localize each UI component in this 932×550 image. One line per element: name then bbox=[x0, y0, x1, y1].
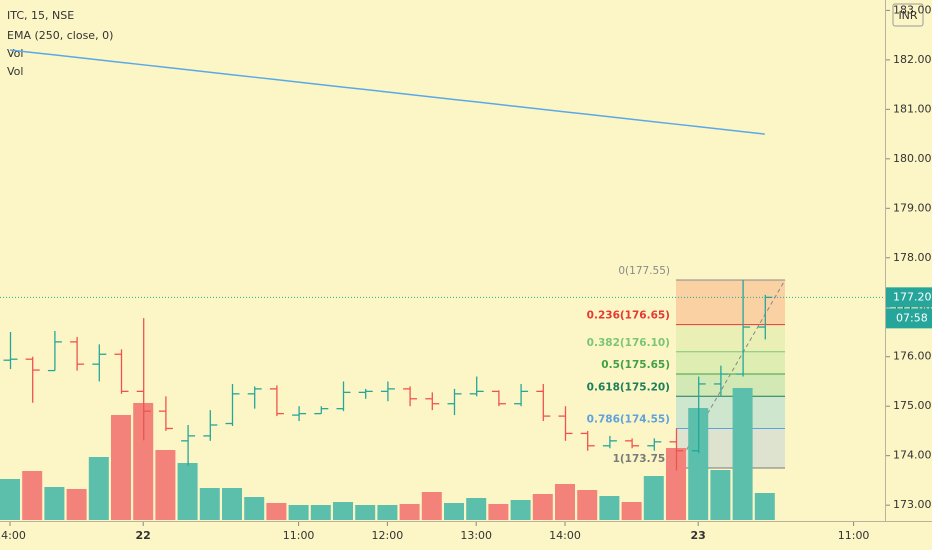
volume-bar bbox=[111, 415, 131, 520]
countdown-box bbox=[886, 308, 932, 329]
currency-box[interactable] bbox=[892, 3, 924, 27]
y-tick-label: 180.00 bbox=[893, 152, 932, 165]
volume-bar bbox=[88, 457, 109, 520]
fib-label: 0.5(175.65) bbox=[601, 359, 670, 371]
x-tick-label: 13:00 bbox=[460, 529, 492, 542]
volume-bar bbox=[732, 388, 753, 520]
ema-line bbox=[9, 49, 765, 135]
volume-bar bbox=[155, 450, 176, 520]
legend-entry: Vol bbox=[7, 65, 23, 78]
y-tick-label: 183.00 bbox=[893, 3, 932, 16]
volume-bar bbox=[710, 470, 731, 520]
fib-label: 0.786(174.55) bbox=[587, 413, 670, 425]
x-tick-label: 11:00 bbox=[838, 529, 870, 542]
volume-bar bbox=[555, 484, 575, 520]
volume-bar bbox=[621, 502, 642, 520]
y-tick-label: 174.00 bbox=[893, 449, 932, 462]
fib-label: 0.382(176.10) bbox=[587, 337, 670, 349]
volume-bar bbox=[355, 505, 376, 520]
x-tick-label: 23 bbox=[691, 529, 706, 542]
fib-label: 0.236(176.65) bbox=[587, 310, 670, 322]
volume-bar bbox=[666, 448, 686, 520]
volume-bar bbox=[577, 490, 598, 520]
y-tick-label: 179.00 bbox=[893, 201, 932, 214]
volume-bar bbox=[377, 505, 398, 520]
last-price-label: 177.20 bbox=[893, 290, 932, 303]
legend-entry: Vol bbox=[7, 47, 23, 60]
volume-bar bbox=[421, 492, 442, 520]
y-tick-label: 178.00 bbox=[893, 251, 932, 264]
fib-zone bbox=[676, 374, 785, 397]
fib-label: 1(173.75) bbox=[613, 453, 670, 465]
fib-zone bbox=[676, 324, 785, 352]
volume-bar bbox=[244, 497, 265, 520]
volume-bar bbox=[0, 479, 20, 520]
volume-bar bbox=[66, 489, 87, 520]
symbol-title: ITC, 15, NSE bbox=[7, 9, 74, 22]
volume-bar bbox=[288, 505, 309, 520]
volume-bar bbox=[754, 493, 775, 520]
volume-bar bbox=[488, 504, 509, 520]
volume-bar bbox=[532, 494, 553, 520]
volume-bar bbox=[466, 498, 487, 520]
volume-bar bbox=[599, 496, 620, 520]
x-tick-label: 22 bbox=[136, 529, 151, 542]
fib-zone bbox=[676, 351, 785, 375]
volume-bar bbox=[510, 500, 531, 520]
volume-bar bbox=[199, 488, 220, 520]
legend-entry: EMA (250, close, 0) bbox=[7, 29, 113, 42]
volume-bar bbox=[133, 403, 154, 520]
volume-bar bbox=[643, 476, 664, 520]
y-tick-label: 173.00 bbox=[893, 498, 932, 511]
fib-zone bbox=[676, 280, 785, 325]
volume-bar bbox=[444, 503, 464, 520]
price-bars bbox=[3, 280, 773, 471]
x-tick-label: 14:00 bbox=[549, 529, 581, 542]
y-tick-label: 176.00 bbox=[893, 350, 932, 363]
y-tick-label: 182.00 bbox=[893, 53, 932, 66]
fib-label: 0(177.55) bbox=[618, 265, 670, 277]
volume-bar bbox=[177, 463, 198, 520]
y-tick-label: 181.00 bbox=[893, 102, 932, 115]
volume-bar bbox=[222, 488, 242, 520]
volume-bar bbox=[310, 505, 331, 520]
x-tick-label: 14:00 bbox=[0, 529, 26, 542]
volume-bar bbox=[399, 504, 420, 520]
currency[interactable]: INR bbox=[898, 9, 917, 22]
volume-bar bbox=[44, 487, 65, 520]
last-price-box bbox=[886, 287, 932, 308]
volume-bar bbox=[266, 503, 287, 520]
fib-label: 0.618(175.20) bbox=[587, 381, 670, 393]
x-tick-label: 12:00 bbox=[372, 529, 404, 542]
volume-bar bbox=[333, 502, 353, 520]
x-tick-label: 11:00 bbox=[283, 529, 315, 542]
countdown: 07:58 bbox=[896, 311, 928, 324]
volume bbox=[0, 388, 775, 520]
volume-bar bbox=[22, 471, 43, 520]
y-tick-label: 175.00 bbox=[893, 399, 932, 412]
volume-bar bbox=[688, 408, 709, 520]
